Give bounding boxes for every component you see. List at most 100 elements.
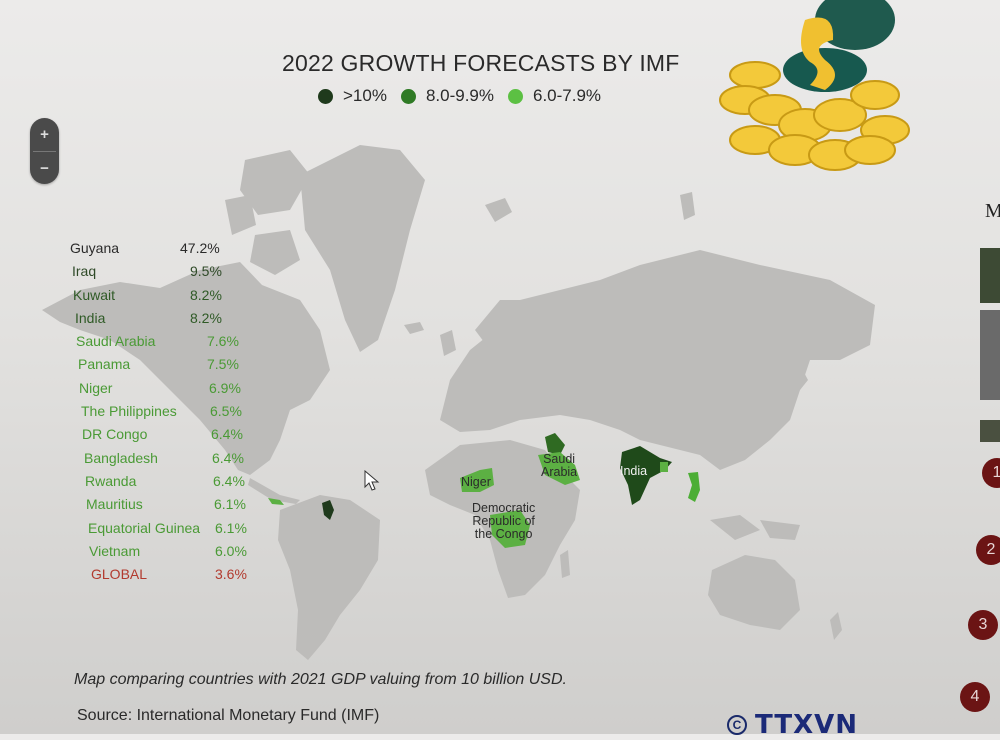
zoom-in-button[interactable]: + [40, 126, 49, 143]
saudi-shape [538, 452, 580, 485]
side-heading: M [985, 200, 1000, 222]
bangladesh-shape [660, 462, 668, 472]
australia [708, 555, 800, 630]
legend-item-6-8: 6.0-7.9% [508, 86, 601, 106]
legend-label: >10% [343, 86, 387, 105]
source-text: Source: International Monetary Fund (IMF… [77, 707, 380, 724]
country-name: Iraq [72, 263, 97, 280]
map-label-saudi: Saudi Arabia [541, 453, 577, 479]
country-value: 6.4% [211, 426, 243, 443]
chart-title: 2022 GROWTH FORECASTS BY IMF [282, 50, 680, 76]
copyright-icon: C [727, 715, 747, 735]
world-map [42, 145, 875, 660]
country-value: 6.4% [213, 472, 245, 489]
legend: >10% 8.0-9.9% 6.0-7.9% [318, 86, 605, 106]
country-name: Rwanda [85, 472, 137, 489]
legend-dot-icon [318, 88, 333, 104]
country-name: Panama [78, 356, 131, 373]
country-value: 7.6% [207, 333, 239, 350]
list-item: Guyana 47.2% [70, 240, 260, 263]
map-label-india: India [620, 464, 648, 478]
country-value: 3.6% [215, 566, 247, 583]
list-item: The Philippines 6.5% [70, 403, 260, 426]
legend-item-gt10: >10% [318, 86, 387, 106]
list-item: Iraq 9.5% [70, 263, 260, 286]
country-name: GLOBAL [91, 566, 148, 583]
iraq-shape [545, 433, 565, 455]
map-caption: Map comparing countries with 2021 GDP va… [74, 671, 567, 688]
drc-shape [490, 510, 530, 548]
country-growth-list: Guyana 47.2% Iraq 9.5% Kuwait 8.2% India… [70, 240, 260, 589]
south-america [278, 495, 380, 660]
divider [33, 151, 56, 152]
country-name: Mauritius [86, 496, 143, 513]
country-value: 6.5% [210, 403, 242, 420]
country-value: 7.5% [207, 356, 239, 373]
side-thumbnail[interactable] [980, 248, 1000, 303]
list-item: Rwanda 6.4% [70, 473, 260, 496]
side-thumbnail[interactable] [980, 420, 1000, 442]
country-value: 6.4% [212, 449, 244, 466]
country-value: 8.2% [190, 309, 222, 326]
list-item: Saudi Arabia 7.6% [70, 333, 260, 356]
list-item: Niger 6.9% [70, 380, 260, 403]
map-label-line: Democratic [472, 501, 536, 515]
country-value: 6.0% [215, 542, 247, 559]
country-name: Bangladesh [84, 449, 158, 466]
country-value: 8.2% [190, 286, 222, 303]
coins-illustration-icon [719, 0, 910, 171]
map-label-line: Saudi [543, 452, 576, 466]
country-name: India [75, 309, 106, 326]
north-america [42, 262, 330, 475]
map-label-niger: Niger [461, 475, 491, 489]
list-item: Kuwait 8.2% [70, 287, 260, 310]
eurasia [440, 250, 875, 470]
country-name: DR Congo [82, 426, 148, 443]
country-value: 9.5% [190, 263, 222, 280]
country-name: Niger [79, 379, 113, 396]
country-value: 6.1% [214, 496, 246, 513]
country-name: Equatorial Guinea [88, 519, 201, 536]
list-item-global: GLOBAL 3.6% [70, 566, 260, 589]
rank-badge[interactable]: 2 [976, 535, 1000, 565]
map-label-line: Arabia [541, 465, 578, 479]
country-name: Kuwait [73, 286, 116, 303]
country-value: 6.9% [209, 379, 241, 396]
country-value: 47.2% [180, 240, 220, 256]
rank-badge[interactable]: 1 [982, 458, 1000, 488]
list-item: Panama 7.5% [70, 356, 260, 379]
greenland [300, 145, 425, 352]
ttxvn-logo: C TTXVN [727, 710, 858, 740]
legend-dot-icon [400, 88, 416, 104]
country-name: Vietnam [89, 542, 141, 559]
list-item: DR Congo 6.4% [70, 426, 260, 449]
country-name: Guyana [70, 240, 120, 256]
side-thumbnail[interactable] [980, 310, 1000, 400]
map-zoom-control: + − [30, 118, 59, 184]
map-label-drc: Democratic Republic of the Congo [472, 502, 535, 541]
legend-dot-icon [508, 88, 523, 104]
brand-name: TTXVN [755, 710, 858, 740]
legend-item-8-10: 8.0-9.9% [400, 86, 494, 106]
rank-badge[interactable]: 4 [960, 682, 990, 712]
zoom-out-button[interactable]: − [40, 160, 49, 177]
rank-badge[interactable]: 3 [968, 610, 998, 640]
list-item: Mauritius 6.1% [70, 496, 260, 519]
vietnam-shape [688, 472, 700, 502]
india-shape [620, 446, 672, 505]
panama-shape [268, 498, 284, 505]
legend-label: 6.0-7.9% [533, 86, 602, 105]
niger-shape [460, 468, 494, 492]
list-item: Bangladesh 6.4% [70, 450, 260, 473]
list-item: India 8.2% [70, 310, 260, 333]
mouse-cursor-icon [364, 470, 380, 491]
list-item: Vietnam 6.0% [70, 543, 260, 566]
country-name: The Philippines [81, 403, 177, 420]
country-value: 6.1% [215, 519, 247, 536]
map-label-line: Republic of [472, 514, 535, 528]
list-item: Equatorial Guinea 6.1% [70, 520, 260, 543]
guyana-shape [322, 500, 334, 520]
legend-label: 8.0-9.9% [425, 86, 494, 105]
country-name: Saudi Arabia [76, 333, 156, 350]
